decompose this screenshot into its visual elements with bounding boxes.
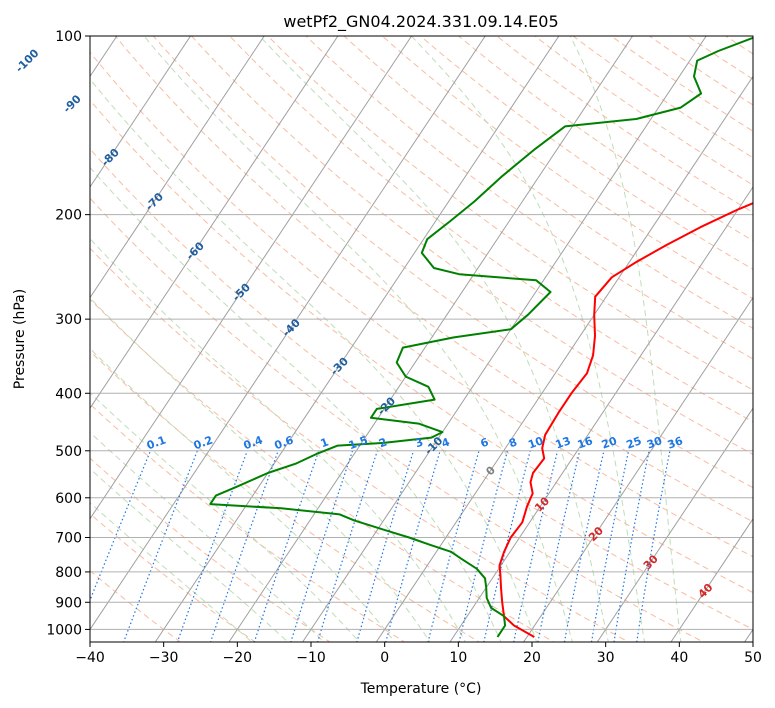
mixing-ratio-label: 0.6 (273, 433, 296, 452)
mixing-ratio-label: 36 (666, 434, 685, 452)
mixing-ratio-label: 20 (600, 434, 619, 452)
pressure-grid (90, 36, 753, 630)
dry-adiabat (90, 197, 705, 642)
dry-adiabat (90, 148, 753, 630)
y-tick-label: 700 (55, 531, 82, 547)
x-axis: −40 −30 −20 −10 0 10 20 30 40 50 (75, 642, 762, 666)
y-tick-label: 600 (55, 491, 82, 507)
mixing-ratio-label: 3 (413, 435, 425, 450)
x-tick-label: 0 (380, 650, 389, 666)
mixing-ratio-label: 30 (645, 434, 664, 452)
isotherm-line (670, 517, 753, 642)
isotherm-line (90, 36, 192, 188)
dry-adiabat (381, 36, 753, 300)
isotherm-line (154, 36, 560, 642)
x-tick-label: 20 (523, 650, 541, 666)
dry-adiabat (90, 457, 331, 642)
x-axis-label: Temperature (°C) (360, 681, 482, 697)
moist-adiabat (411, 36, 646, 642)
x-tick-label: −30 (149, 650, 179, 666)
y-tick-label: 100 (55, 29, 82, 45)
mixing-ratio-label: 16 (576, 434, 595, 452)
mixing-ratio-label: 13 (554, 434, 573, 451)
y-tick-label: 900 (55, 595, 82, 611)
mixing-ratio-label: 4 (440, 435, 452, 450)
isotherm-line (449, 186, 753, 642)
x-tick-label: −10 (296, 650, 326, 666)
y-axis-label: Pressure (hPa) (12, 289, 28, 389)
isotherm-line (90, 36, 265, 299)
dry-adiabat (114, 36, 753, 523)
isotherm-line (228, 36, 634, 642)
isotherm-line (90, 36, 339, 410)
dry-adiabat (90, 570, 182, 642)
dry-adiabat (90, 350, 481, 642)
mixing-ratio-label: 0.2 (192, 433, 215, 452)
x-tick-label: 40 (670, 650, 688, 666)
isotherm-line (90, 36, 486, 631)
mixing-ratio-label: 1 (319, 435, 331, 450)
isotherm-line (90, 36, 413, 520)
mixing-ratio-label: 8 (507, 435, 519, 450)
mixing-ratio-label: 25 (625, 434, 644, 451)
y-tick-label: 500 (55, 444, 82, 460)
isotherm-line (302, 36, 707, 642)
y-tick-label: 200 (55, 208, 82, 224)
dry-adiabat (305, 36, 753, 360)
y-tick-label: 400 (55, 386, 82, 402)
y-tick-label: 800 (55, 565, 82, 581)
dewpoint-line (209, 36, 753, 638)
mixing-ratio-label: 2 (377, 436, 389, 451)
dry-adiabat (90, 513, 257, 642)
chart-title: wetPf2_GN04.2024.331.09.14.E05 (283, 12, 558, 32)
mixing-ratio-label: 1.5 (347, 433, 370, 452)
x-tick-label: 10 (449, 650, 467, 666)
mixing-ratio-label: 0.1 (145, 433, 168, 452)
dry-adiabat (267, 36, 753, 391)
plot-frame (89, 35, 754, 643)
x-tick-label: −20 (223, 650, 253, 666)
dry-adiabat (190, 36, 753, 455)
x-tick-label: −40 (75, 650, 105, 666)
mixing-ratio-label: 10 (526, 434, 545, 452)
y-tick-label: 1000 (46, 622, 82, 638)
isotherm-line (596, 407, 753, 642)
moist-adiabat (90, 502, 253, 642)
x-tick-label: 30 (597, 650, 615, 666)
moist-adiabat (569, 36, 682, 642)
y-tick-label: 300 (55, 312, 82, 328)
plot-background (90, 36, 753, 642)
temperature-line (498, 202, 753, 638)
profile-series (209, 36, 753, 638)
mixing-ratio-label: 0.4 (242, 433, 265, 452)
dry-adiabat (90, 298, 555, 642)
dry-adiabat (90, 403, 406, 642)
isotherm-line (375, 75, 753, 642)
y-axis: 100 200 300 400 500 600 700 800 900 1000 (46, 29, 90, 638)
isotherm-line (523, 296, 753, 642)
dry-adiabat (152, 36, 753, 489)
moist-adiabat (90, 467, 289, 642)
mixing-ratio-label: 6 (479, 435, 491, 450)
dry-adiabat (90, 247, 630, 642)
moist-adiabat (90, 347, 396, 642)
x-tick-label: 50 (744, 650, 762, 666)
